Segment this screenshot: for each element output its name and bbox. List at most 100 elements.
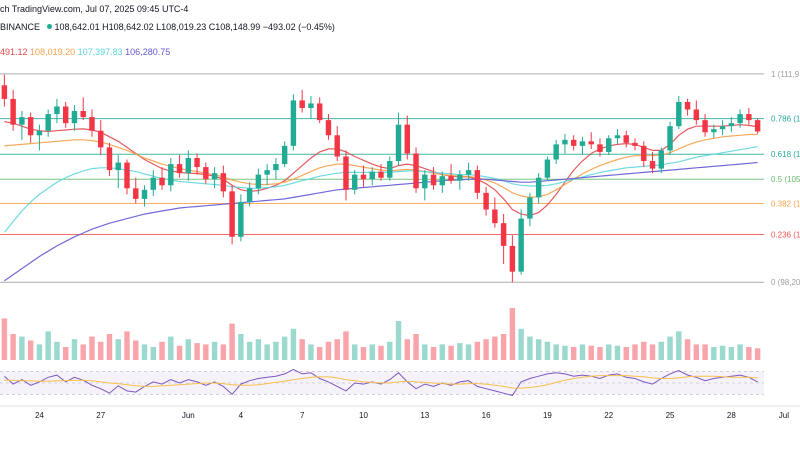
candle <box>19 111 25 140</box>
volume-bar <box>308 344 314 360</box>
candle-body <box>465 170 472 175</box>
candle-body <box>229 191 235 237</box>
candle <box>308 95 314 119</box>
candle <box>693 100 700 125</box>
volume-bar <box>500 334 507 360</box>
volume-bar <box>562 345 568 360</box>
candle-body <box>133 188 139 199</box>
volume-bar <box>422 344 428 360</box>
candle <box>614 129 621 145</box>
candle <box>1 74 8 107</box>
volume-bar <box>693 344 700 360</box>
candle-body <box>553 144 559 160</box>
volume-bar <box>211 341 218 360</box>
volume-bar <box>159 341 165 360</box>
candle <box>238 194 244 242</box>
candle-body <box>316 103 323 121</box>
volume-bar <box>378 345 384 360</box>
candle <box>325 114 332 140</box>
candle-body <box>562 139 568 145</box>
candle <box>352 170 358 195</box>
candle-body <box>439 176 446 186</box>
candle <box>115 154 121 189</box>
candle <box>27 112 34 143</box>
candle <box>728 117 735 133</box>
candle <box>194 153 200 175</box>
volume-bars <box>1 308 761 360</box>
volume-bar <box>430 347 437 360</box>
candle <box>553 139 559 165</box>
candle-body <box>246 188 253 202</box>
candle <box>255 168 262 195</box>
volume-bar <box>316 347 323 360</box>
candle <box>518 209 524 275</box>
candle-body <box>89 117 95 131</box>
candle <box>343 150 349 201</box>
volume-bar <box>527 336 533 360</box>
volume-bar <box>343 331 349 360</box>
volume-bar <box>439 344 446 360</box>
candle-body <box>168 164 174 186</box>
candle-body <box>535 177 542 198</box>
volume-bar <box>194 343 200 360</box>
volume-bar <box>509 308 516 360</box>
candle <box>106 142 113 177</box>
candle-body <box>220 173 227 192</box>
candle <box>159 167 165 190</box>
candle <box>404 115 410 160</box>
fib-label-3: 0.5 (105 <box>771 175 800 184</box>
candle-body <box>518 218 524 272</box>
candle <box>229 185 235 245</box>
candle-body <box>746 114 752 121</box>
candle <box>492 197 498 228</box>
time-tick-label: 7 <box>300 411 305 420</box>
time-tick-label: 22 <box>604 411 613 420</box>
volume-bar <box>89 336 95 360</box>
volume-bar <box>168 336 174 360</box>
rsi-line <box>4 368 758 397</box>
candle <box>623 130 629 148</box>
candle-body <box>649 161 656 169</box>
candle-body <box>509 245 516 272</box>
volume-bar <box>115 339 121 360</box>
volume-bar <box>255 339 262 360</box>
rsi-pane <box>0 368 764 397</box>
volume-bar <box>281 336 288 360</box>
volume-bar <box>352 344 358 360</box>
time-tick-label: 13 <box>420 411 429 420</box>
rsi-ma-line <box>4 375 758 389</box>
candle <box>133 177 139 204</box>
candle <box>360 165 367 187</box>
candle <box>54 98 60 124</box>
candle <box>220 165 227 198</box>
chart-source-title: ch TradingView.com, Jul 07, 2025 09:45 U… <box>0 4 189 14</box>
candle-body <box>667 126 673 151</box>
candle-body <box>325 120 332 136</box>
candle-body <box>185 158 192 174</box>
candle-body <box>632 142 638 146</box>
candle <box>80 97 86 121</box>
candle <box>387 156 393 181</box>
volume-bar <box>474 341 481 360</box>
volume-bar <box>290 328 297 360</box>
candle-body <box>430 174 437 186</box>
candle-body <box>606 138 612 152</box>
time-tick-label: 24 <box>35 411 44 420</box>
volume-bar <box>273 341 279 360</box>
candle-body <box>474 170 481 193</box>
candle-body <box>211 173 218 180</box>
candle-body <box>457 174 463 181</box>
candle <box>544 156 551 181</box>
volume-bar <box>80 344 86 360</box>
candle <box>62 101 69 128</box>
volume-bar <box>553 344 559 360</box>
candle <box>413 147 419 193</box>
volume-bar <box>185 339 192 360</box>
candle-body <box>702 120 708 133</box>
time-tick-label: 16 <box>482 411 491 420</box>
time-tick-label: 19 <box>543 411 552 420</box>
volume-bar <box>404 339 410 360</box>
candle <box>448 164 454 184</box>
candle-body <box>369 171 375 180</box>
